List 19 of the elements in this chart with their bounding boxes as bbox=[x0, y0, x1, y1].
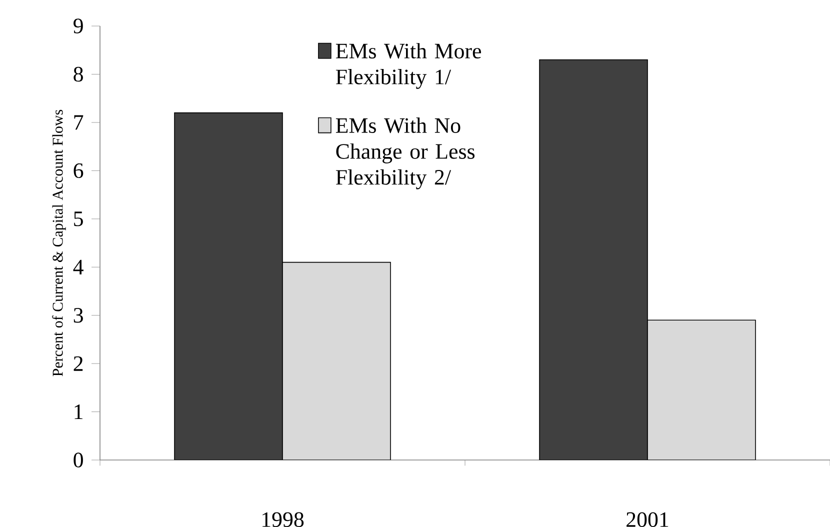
x-tick-label: 2001 bbox=[626, 512, 668, 527]
bar bbox=[174, 112, 283, 460]
y-tick-label: 7 bbox=[74, 115, 84, 130]
y-tick-label: 5 bbox=[74, 212, 83, 226]
y-tick-label: 2 bbox=[74, 356, 83, 371]
bar bbox=[539, 59, 648, 460]
y-axis-title: Percent of Current & Capital Account Flows bbox=[52, 110, 66, 376]
y-tick-label: 9 bbox=[74, 18, 83, 34]
y-tick-label: 8 bbox=[74, 66, 83, 82]
y-tick-label: 4 bbox=[73, 260, 84, 274]
bar bbox=[647, 320, 756, 460]
bar bbox=[282, 262, 391, 460]
legend-label: EMs With More Flexibility 1/ bbox=[336, 43, 481, 89]
x-tick-label: 1998 bbox=[262, 512, 304, 527]
y-tick-label: 3 bbox=[74, 308, 83, 323]
legend-label: EMs With No Change or Less Flexibility 2/ bbox=[336, 118, 475, 190]
y-tick-label: 6 bbox=[74, 163, 84, 178]
y-tick-label: 0 bbox=[74, 452, 83, 468]
y-tick-label: 1 bbox=[74, 404, 82, 420]
